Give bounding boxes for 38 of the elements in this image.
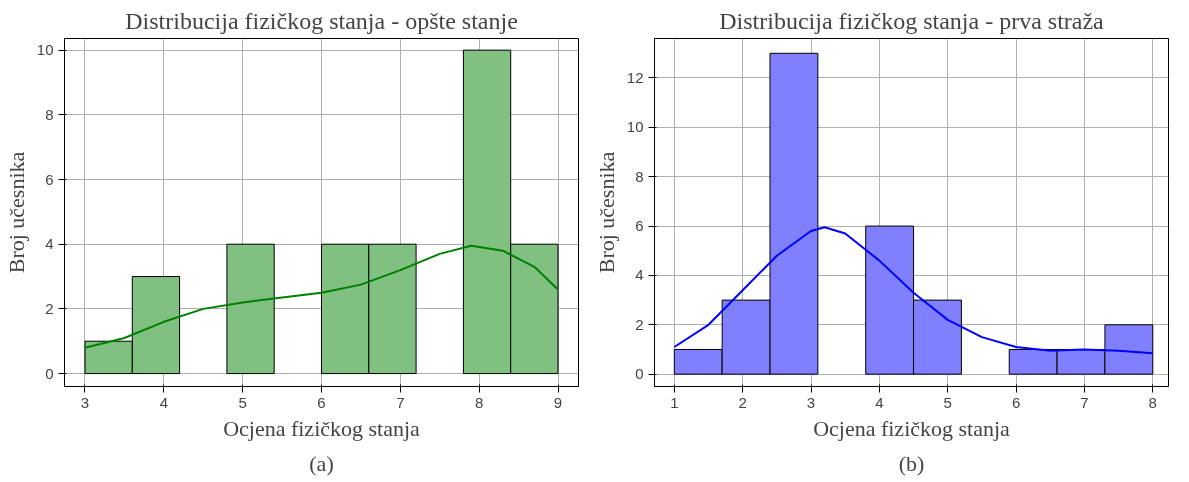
y-tick-label: 10 <box>36 41 54 59</box>
y-tick-label: 4 <box>635 266 644 284</box>
x-tick-label: 4 <box>159 393 168 411</box>
line-series <box>673 226 1154 355</box>
x-tick-label: 6 <box>317 393 326 411</box>
y-axis-title: Broj učesnika <box>3 151 29 274</box>
x-tick-label: 8 <box>475 393 484 411</box>
x-tick-label: 5 <box>238 393 247 411</box>
x-tick-label: 7 <box>1080 393 1089 411</box>
y-axis-title: Broj učesnika <box>593 151 619 274</box>
x-tick-label: 1 <box>670 393 679 411</box>
x-tick-label: 8 <box>1148 393 1157 411</box>
x-axis-title: Ocjena fizičkog stanja <box>223 415 421 441</box>
y-tick-label: 2 <box>45 299 54 317</box>
text: (a) <box>309 450 334 476</box>
x-tick-label: 7 <box>396 393 405 411</box>
y-tick-label: 6 <box>635 217 644 235</box>
y-tick-label: 10 <box>626 118 644 136</box>
y-tick-label: 8 <box>635 167 644 185</box>
x-axis-title: Ocjena fizičkog stanja <box>813 415 1011 441</box>
y-tick-label: 4 <box>45 235 54 253</box>
chart-title: Distribucija fizičkog stanja - prva straža <box>719 7 1105 34</box>
y-tick-label: 2 <box>635 315 644 333</box>
x-tick-label: 4 <box>875 393 884 411</box>
line-series <box>84 244 559 349</box>
chart-title: Distribucija fizičkog stanja - opšte stanje <box>125 7 518 34</box>
y-tick-label: 0 <box>635 365 644 383</box>
x-tick-label: 3 <box>80 393 90 411</box>
x-tick-label: 9 <box>553 393 563 411</box>
x-tick-label: 2 <box>738 393 747 411</box>
x-tick-label: 3 <box>806 393 816 411</box>
y-tick-label: 12 <box>626 68 644 86</box>
y-tick-label: 6 <box>45 170 54 188</box>
x-tick-label: 5 <box>943 393 952 411</box>
text: (b) <box>898 450 925 476</box>
y-tick-label: 8 <box>45 105 54 123</box>
y-tick-label: 0 <box>45 364 54 382</box>
x-tick-label: 6 <box>1011 393 1021 411</box>
